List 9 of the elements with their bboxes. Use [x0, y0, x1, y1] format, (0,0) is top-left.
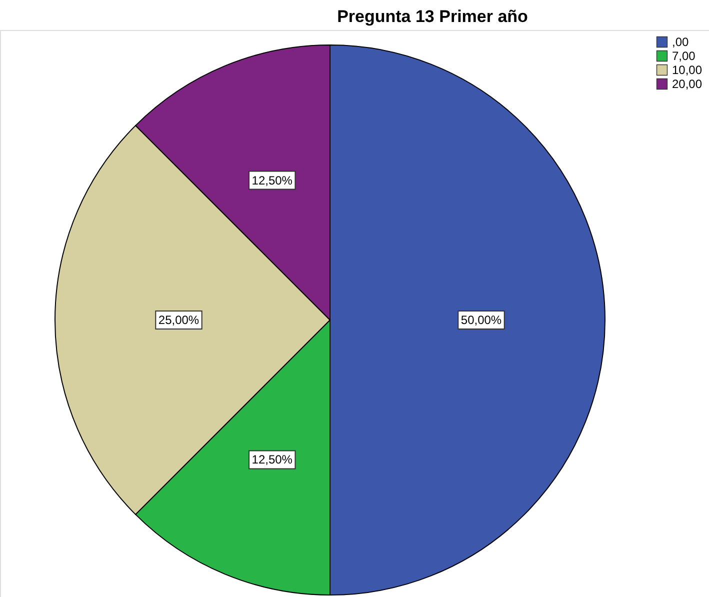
- legend-label: ,00: [672, 35, 690, 49]
- legend-label: 20,00: [672, 77, 702, 91]
- data-label: 12,50%: [252, 452, 293, 467]
- legend-label: 10,00: [672, 63, 702, 77]
- chart-title: Pregunta 13 Primer año: [337, 7, 528, 26]
- data-label: 25,00%: [158, 313, 200, 327]
- data-label: 12,50%: [252, 173, 293, 188]
- legend-label: 7,00: [672, 49, 696, 63]
- data-label: 50,00%: [460, 313, 502, 327]
